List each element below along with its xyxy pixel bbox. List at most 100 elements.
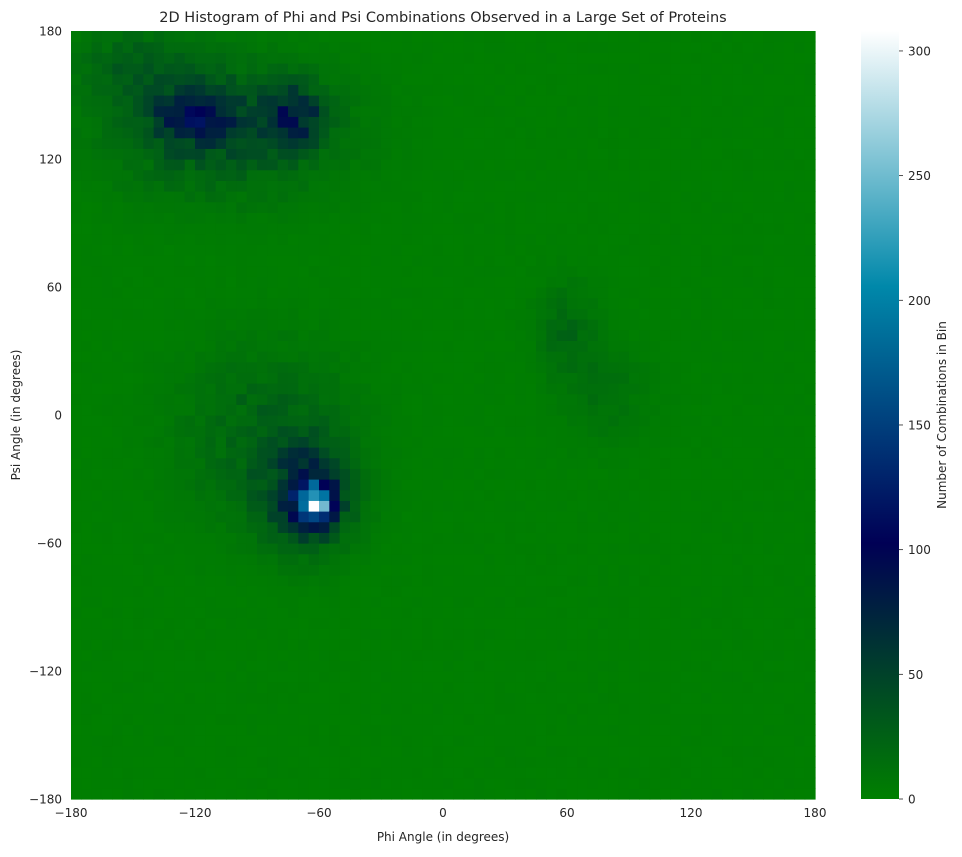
heatmap-cell [422,649,434,661]
heatmap-cell [773,639,785,651]
heatmap-cell [360,169,372,181]
heatmap-cell [288,137,299,149]
heatmap-cell [742,265,754,277]
heatmap-cell [308,95,320,107]
heatmap-cell [412,223,423,235]
heatmap-cell [122,180,134,192]
heatmap-cell [195,223,206,235]
heatmap-cell [422,244,434,256]
heatmap-cell [732,340,744,352]
heatmap-cell [298,137,310,149]
heatmap-cell [153,116,165,128]
heatmap-cell [350,105,361,117]
heatmap-cell [236,564,248,576]
heatmap-cell [422,425,434,437]
heatmap-cell [443,340,454,352]
heatmap-cell [205,457,217,469]
heatmap-cell [536,297,547,309]
heatmap-cell [598,681,609,693]
heatmap-cell [298,223,310,235]
heatmap-cell [91,489,103,501]
heatmap-cell [350,639,361,651]
heatmap-cell [660,521,671,533]
heatmap-cell [184,63,196,75]
heatmap-cell [257,372,268,384]
heatmap-cell [763,127,775,139]
heatmap-cell [370,361,382,373]
heatmap-cell [112,500,124,512]
heatmap-cell [546,553,558,565]
heatmap-cell [732,692,744,704]
heatmap-cell [598,745,609,757]
heatmap-cell [319,255,330,267]
heatmap-cell [91,500,103,512]
heatmap-cell [556,287,568,299]
heatmap-cell [267,137,279,149]
heatmap-cell [732,148,744,160]
heatmap-cell [773,95,785,107]
heatmap-cell [763,105,775,117]
heatmap-cell [577,735,589,747]
heatmap-cell [608,607,620,619]
heatmap-cell [598,212,609,224]
heatmap-cell [670,639,682,651]
heatmap-cell [360,649,372,661]
heatmap-cell [391,543,403,555]
heatmap-cell [143,233,155,245]
heatmap-cell [360,777,372,789]
heatmap-cell [422,564,434,576]
heatmap-cell [236,468,248,480]
heatmap-cell [102,95,113,107]
heatmap-cell [122,777,134,789]
heatmap-cell [753,692,764,704]
heatmap-cell [288,201,299,213]
heatmap-cell [370,425,382,437]
heatmap-cell [277,180,289,192]
heatmap-cell [102,169,113,181]
heatmap-cell [432,479,444,491]
heatmap-cell [608,361,620,373]
heatmap-cell [753,756,764,768]
heatmap-cell [546,340,558,352]
heatmap-cell [556,180,568,192]
heatmap-cell [195,63,206,75]
heatmap-cell [205,564,217,576]
heatmap-cell [205,201,217,213]
heatmap-cell [474,713,485,725]
heatmap-cell [226,116,237,128]
heatmap-cell [773,607,785,619]
heatmap-cell [112,201,124,213]
heatmap-cell [463,617,475,629]
heatmap-cell [577,276,589,288]
heatmap-cell [350,703,361,715]
heatmap-cell [536,767,547,779]
heatmap-cell [701,447,713,459]
heatmap-cell [639,500,651,512]
heatmap-cell [277,233,289,245]
heatmap-cell [381,521,392,533]
heatmap-cell [474,287,485,299]
heatmap-cell [215,543,227,555]
heatmap-cell [257,31,268,43]
heatmap-cell [608,425,620,437]
heatmap-cell [164,703,175,715]
heatmap-cell [195,329,206,341]
heatmap-cell [184,425,196,437]
heatmap-cell [350,73,361,85]
heatmap-cell [298,329,310,341]
heatmap-cell [505,393,516,405]
heatmap-cell [102,180,113,192]
heatmap-cell [660,244,671,256]
heatmap-cell [246,713,258,725]
heatmap-cell [360,479,372,491]
heatmap-cell [71,660,82,672]
heatmap-cell [536,340,547,352]
heatmap-cell [412,447,423,459]
heatmap-cell [494,191,506,203]
heatmap-cell [112,756,124,768]
heatmap-cell [164,276,175,288]
heatmap-cell [525,265,537,277]
heatmap-cell [432,564,444,576]
heatmap-cell [773,564,785,576]
heatmap-cell [608,596,620,608]
